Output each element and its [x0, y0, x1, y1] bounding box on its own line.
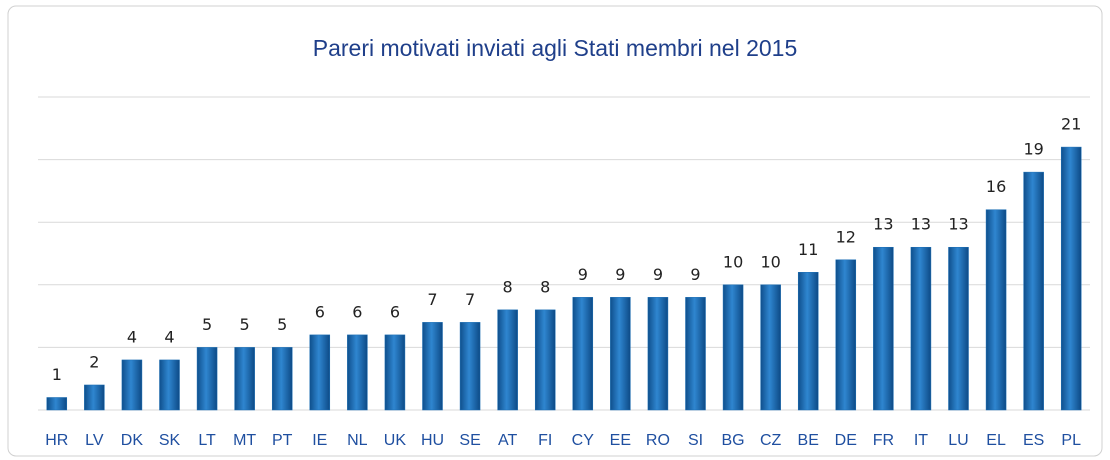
- x-tick-label: DK: [121, 432, 144, 449]
- x-tick-label: SE: [459, 432, 480, 449]
- data-label: 7: [465, 290, 475, 309]
- x-tick-label: NL: [347, 432, 368, 449]
- data-label: 11: [798, 240, 818, 259]
- data-label: 9: [653, 265, 663, 284]
- bar: [347, 334, 368, 411]
- x-tick-label: FI: [538, 432, 552, 449]
- x-tick-label: LT: [198, 432, 216, 449]
- bar: [610, 297, 631, 411]
- x-tick-label: ES: [1023, 432, 1044, 449]
- data-label: 2: [89, 352, 99, 371]
- bar: [459, 322, 481, 411]
- data-label: 12: [836, 227, 856, 246]
- x-tick-label: RO: [646, 432, 670, 449]
- x-tick-label: BE: [798, 432, 819, 449]
- chart-title: Pareri motivati inviati agli Stati membr…: [313, 35, 797, 61]
- x-tick-label: PT: [272, 432, 293, 449]
- data-label: 4: [164, 327, 174, 346]
- bar: [234, 347, 255, 411]
- bar: [271, 347, 293, 411]
- x-tick-label: LV: [85, 432, 104, 449]
- bar: [835, 259, 857, 411]
- bar: [948, 246, 969, 411]
- bar: [384, 334, 406, 411]
- x-tick-label: EL: [986, 432, 1006, 449]
- x-tick-label: IE: [312, 432, 327, 449]
- bar: [497, 309, 518, 411]
- data-label: 5: [240, 315, 250, 334]
- bar: [309, 334, 331, 411]
- data-label: 21: [1061, 115, 1081, 134]
- bar: [722, 284, 744, 411]
- x-tick-label: BG: [722, 432, 745, 449]
- data-label: 13: [911, 215, 931, 234]
- x-tick-label: PL: [1061, 432, 1081, 449]
- bar: [534, 309, 556, 411]
- bar: [46, 397, 68, 411]
- chart-frame: [7, 5, 1103, 457]
- x-tick-label: HR: [45, 432, 68, 449]
- x-tick-label: CZ: [760, 432, 782, 449]
- bar: [121, 359, 143, 411]
- data-label: 9: [690, 265, 700, 284]
- x-tick-label: DE: [835, 432, 857, 449]
- x-tick-label: SI: [688, 432, 703, 449]
- x-tick-label: IT: [914, 432, 928, 449]
- x-tick-label: AT: [498, 432, 517, 449]
- data-label: 7: [427, 290, 437, 309]
- bar: [685, 297, 706, 411]
- bar: [159, 359, 180, 411]
- bar: [647, 297, 669, 411]
- bar: [572, 297, 594, 411]
- data-label: 16: [986, 177, 1006, 196]
- data-label: 5: [277, 315, 287, 334]
- data-label: 4: [127, 327, 137, 346]
- bar: [910, 246, 932, 411]
- bar: [196, 347, 218, 411]
- data-label: 13: [948, 215, 968, 234]
- x-tick-label: FR: [873, 432, 894, 449]
- bar: [985, 209, 1007, 411]
- data-label: 8: [503, 277, 513, 296]
- data-label: 19: [1023, 140, 1043, 159]
- x-tick-label: CY: [572, 432, 595, 449]
- data-label: 10: [760, 252, 780, 271]
- x-tick-label: SK: [159, 432, 181, 449]
- x-tick-label: MT: [233, 432, 256, 449]
- bar: [760, 284, 781, 411]
- data-label: 1: [52, 365, 62, 384]
- x-tick-label: LU: [948, 432, 968, 449]
- bar: [873, 246, 894, 411]
- bar: [797, 272, 819, 411]
- data-label: 10: [723, 252, 743, 271]
- data-label: 5: [202, 315, 212, 334]
- bar: [84, 384, 105, 411]
- data-label: 9: [578, 265, 588, 284]
- data-label: 8: [540, 277, 550, 296]
- bar: [422, 322, 443, 411]
- x-tick-label: HU: [421, 432, 444, 449]
- x-tick-label: UK: [384, 432, 407, 449]
- bar: [1023, 171, 1044, 411]
- x-tick-label: EE: [610, 432, 631, 449]
- data-label: 9: [615, 265, 625, 284]
- data-label: 13: [873, 215, 893, 234]
- data-label: 6: [390, 302, 400, 321]
- data-label: 6: [315, 302, 325, 321]
- bar: [1060, 146, 1082, 411]
- data-label: 6: [352, 302, 362, 321]
